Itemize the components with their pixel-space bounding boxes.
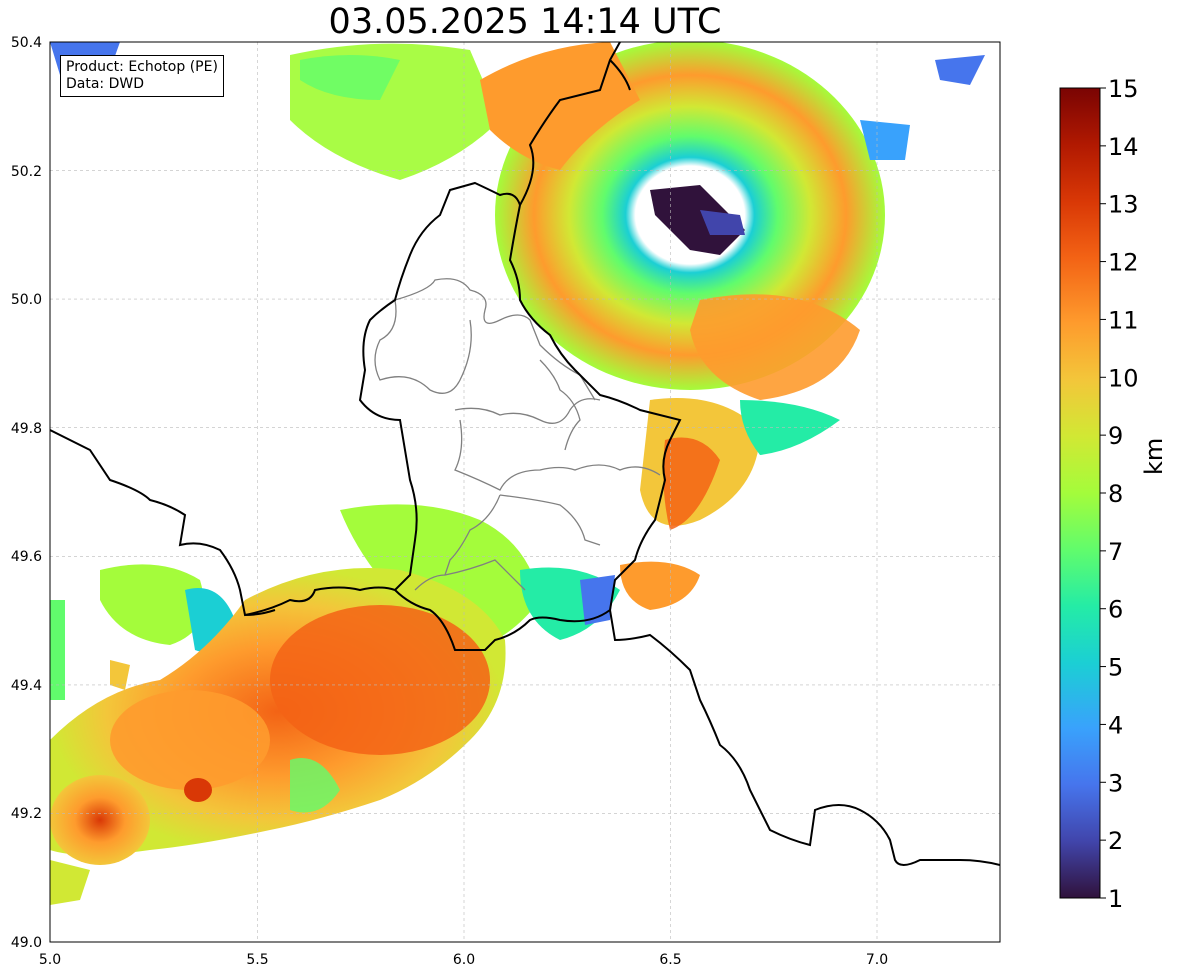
colorbar-tick-label: 2: [1108, 827, 1123, 855]
data-source-label: Data: DWD: [66, 76, 144, 92]
y-tick-label: 49.6: [11, 549, 42, 565]
colorbar-tick-label: 12: [1108, 249, 1139, 277]
colorbar-tick-label: 8: [1108, 480, 1123, 508]
map-title: 03.05.2025 14:14 UTC: [328, 2, 722, 42]
x-tick-label: 5.5: [246, 952, 268, 968]
colorbar-tick-label: 10: [1108, 364, 1139, 392]
country-borders: [50, 42, 1000, 866]
colorbar-tick-label: 3: [1108, 769, 1123, 797]
x-tick-label: 5.0: [39, 952, 61, 968]
y-tick-label: 49.4: [11, 678, 42, 694]
colorbar-tick-label: 9: [1108, 422, 1123, 450]
y-tick-label: 50.4: [11, 35, 42, 51]
plot-frame: [49, 41, 1001, 943]
colorbar-tick-label: 5: [1108, 654, 1123, 682]
info-box: Product: Echotop (PE) Data: DWD: [60, 55, 224, 97]
x-tick-label: 7.0: [866, 952, 888, 968]
colorbar-unit-label: km: [1140, 437, 1168, 475]
colorbar-tick-label: 11: [1108, 306, 1139, 334]
y-tick-label: 50.0: [11, 292, 42, 308]
colorbar-tick-label: 13: [1108, 191, 1139, 219]
grid-lines: [50, 42, 1000, 942]
colorbar-tick-label: 15: [1108, 75, 1139, 103]
colorbar-gradient: [1059, 87, 1101, 899]
y-tick-label: 49.2: [11, 806, 42, 822]
y-tick-label: 50.2: [11, 164, 42, 180]
x-tick-label: 6.0: [453, 952, 475, 968]
canton-borders: [374, 278, 661, 591]
colorbar-tick-label: 1: [1108, 885, 1123, 913]
colorbar-tick-label: 7: [1108, 538, 1123, 566]
colorbar-tick-label: 4: [1108, 711, 1123, 739]
colorbar-tick-label: 6: [1108, 596, 1123, 624]
colorbar-tick-label: 14: [1108, 133, 1139, 161]
x-tick-label: 6.5: [659, 952, 681, 968]
product-label: Product: Echotop (PE): [66, 59, 218, 75]
y-tick-label: 49.8: [11, 421, 42, 437]
echotop-field: [50, 42, 985, 905]
y-tick-label: 49.0: [11, 935, 42, 951]
x-axis: 5.0 5.5 6.0 6.5 7.0: [39, 952, 888, 968]
y-axis: 49.0 49.2 49.4 49.6 49.8 50.0 50.2 50.4: [11, 35, 42, 951]
